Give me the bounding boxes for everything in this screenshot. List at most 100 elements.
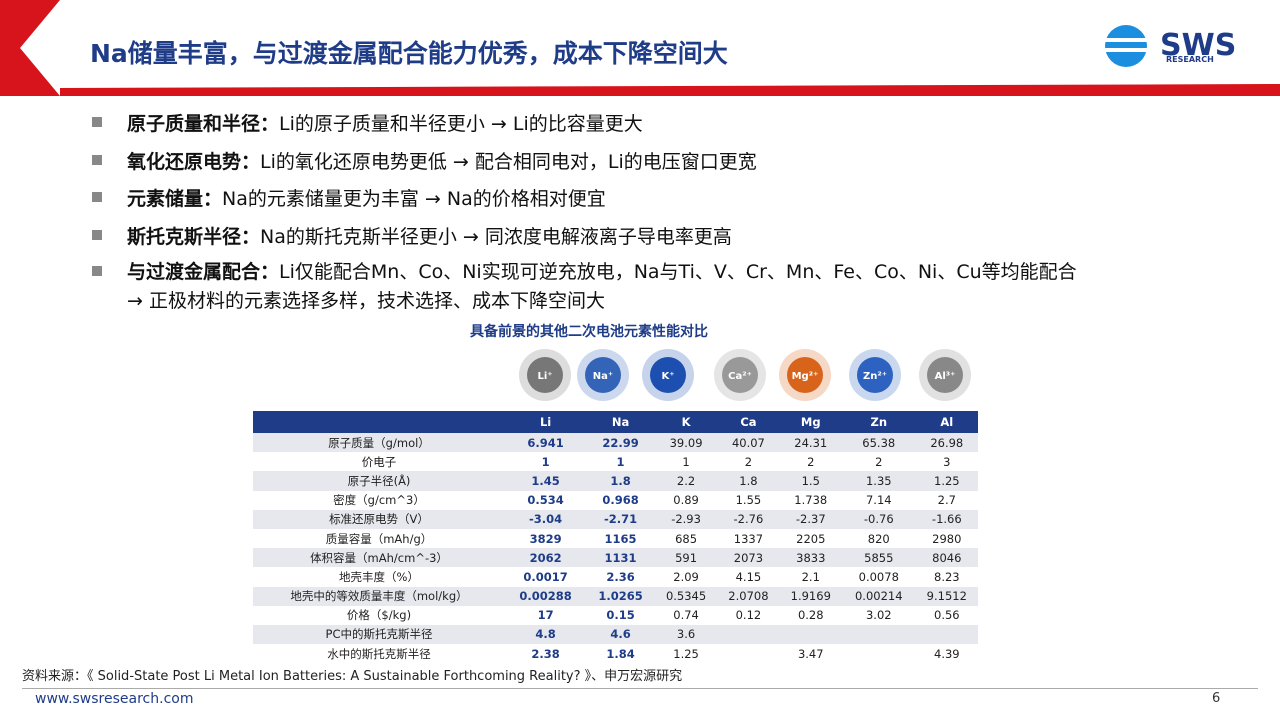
table-cell: 8.23 [934,569,960,584]
table-row: 质量容量（mAh/g） 3829 1165 685 1337 2205 820 2980 [253,529,978,548]
table-cell: -2.93 [654,509,718,529]
ion-label: Zn²⁺ [863,371,887,382]
table-cell: 1.9169 [779,586,842,606]
table-cell: 1.35 [841,471,916,491]
table-cell: 2.2 [654,471,718,491]
table-cell: 1.25 [673,646,699,661]
table-cell: 1.8 [717,471,780,491]
table-cell: 0.534 [527,493,564,508]
ion-ball [527,357,563,393]
header-decor [0,0,1280,96]
table-cell: 0.89 [673,493,699,508]
table-cell [915,624,978,645]
bullet-label: 氧化还原电势： [127,151,261,173]
table-cell: 2.1 [801,569,820,584]
table-row: 价电子 1 1 1 2 2 2 3 [253,452,978,471]
table-cell: 原子半径(Å) [253,471,505,491]
header-cell: K [654,411,718,433]
table-cell: 0.74 [673,608,699,623]
table-cell: 4.39 [934,646,960,661]
ion-ball [927,357,963,393]
table-cell: 1 [682,454,690,469]
table-cell: 40.07 [717,433,780,453]
table-row: PC中的斯托克斯半径 4.8 4.6 3.6 [253,624,978,645]
source: 资料来源：《 Solid-State Post Li Metal Ion Bat… [22,669,683,684]
bullet-text: 斯托克斯半径：Na的斯托克斯半径更小 → 同浓度电解液离子导电率更高 [127,222,732,249]
table-cell: 2.38 [531,646,560,661]
ion-ball [857,357,893,393]
table-cell: 原子质量（g/mol） [253,433,505,453]
ion-label: K⁺ [661,371,674,382]
title: Na储量丰富，与过渡金属配合能力优秀，成本下降空间大 [90,39,728,68]
table-cell: 1.84 [606,646,635,661]
table-cell: 0.968 [602,493,639,508]
table-cell: 3.47 [797,646,824,661]
table-row: 体积容量（mAh/cm^-3） 2062 1131 591 2073 3833 5855 80… [253,548,978,568]
ion-ball [585,357,621,393]
table-cell: 1.5 [779,471,842,491]
table-cell: 2073 [717,548,780,568]
table-cell: 4.15 [735,569,762,584]
table-cell: 5855 [841,548,916,568]
header-row: Li Na K Ca Mg Zn Al [253,411,978,433]
bullet-text: 氧化还原电势：Li的氧化还原电势更低 → 配合相同电对，Li的电压窗口更宽 [127,147,757,174]
table-cell [717,644,779,663]
bullet-marker [92,192,102,202]
table-cell: 7.14 [865,493,892,508]
table-cell: 0.12 [735,608,762,623]
bullet-body: Li仅能配合Mn、Co、Ni实现可逆充放电，Na与Ti、V、Cr、Mn、Fe、C… [279,261,1077,283]
table-cell: 0.00288 [505,586,587,606]
table-cell: 体积容量（mAh/cm^-3） [253,548,505,568]
table-cell: 2.7 [937,493,956,508]
table-cell: 1131 [586,548,655,568]
table-cell: 820 [867,531,890,546]
table-cell: 价格（$/kg) [346,608,412,623]
table-cell: 4.8 [505,624,587,645]
bullet-body: Na的斯托克斯半径更小 → 同浓度电解液离子导电率更高 [260,226,732,248]
table-cell: 1.45 [505,471,587,491]
bullet-marker [92,230,102,240]
table-caption: 具备前景的其他二次电池元素性能对比 [470,324,708,340]
table-row: 地壳丰度（%） 0.0017 2.36 2.09 4.15 2.1 0.0078 8.23 [253,567,978,586]
table-cell: 1 [541,454,550,469]
bullet-label: 与过渡金属配合： [127,261,280,283]
table-cell: -1.66 [915,509,978,529]
header-cell: Al [915,411,978,433]
table-cell [779,624,842,645]
table-cell: 地壳丰度（%） [339,569,419,584]
table-cell: 0.5345 [654,586,718,606]
table-cell: 1 [616,454,625,469]
ion-label: Li⁺ [537,371,552,382]
table-cell: 24.31 [779,433,842,453]
table-row: 地壳中的等效质量丰度（mol/kg） 0.00288 1.0265 0.5345 2.0… [253,586,978,606]
table-cell: 质量容量（mAh/g） [325,531,433,546]
table-cell: 2.0708 [717,586,780,606]
table-cell: 0.15 [606,608,635,623]
table-row: 原子半径(Å) 1.45 1.8 2.2 1.8 1.5 1.35 1.25 [253,471,978,491]
table-row: 水中的斯托克斯半径 2.38 1.84 1.25 3.47 4.39 [253,644,978,663]
logo: SWS [1160,28,1237,63]
ion-label: Al³⁺ [935,371,956,382]
table-cell: 6.941 [505,433,587,453]
table-cell: 2 [807,454,815,469]
footer-url: www.swsresearch.com [35,691,194,707]
header-cell: Mg [779,411,842,433]
table-row: 价格（$/kg) 17 0.15 0.74 0.12 0.28 3.02 0.56 [253,606,978,625]
ion-label: Mg²⁺ [792,371,819,382]
table-cell: 1.0265 [586,586,655,606]
table-cell: -2.71 [586,509,655,529]
table-cell: 685 [675,531,698,546]
table-cell: 水中的斯托克斯半径 [327,646,431,661]
table-cell: 1165 [604,531,637,546]
table-cell: -2.76 [717,509,780,529]
table-row: 密度（g/cm^3） 0.534 0.968 0.89 1.55 1.738 7.14 2.7 [253,491,978,510]
ion-label: Na⁺ [593,371,613,382]
table-cell: 0.28 [797,608,824,623]
table-cell: 1.55 [735,493,762,508]
table-cell [841,624,916,645]
header-cell: Li [505,411,587,433]
divider [22,688,1258,689]
table-cell: 3 [943,454,951,469]
table-cell [842,644,916,663]
